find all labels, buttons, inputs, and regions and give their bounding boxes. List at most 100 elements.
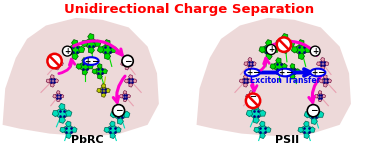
Polygon shape xyxy=(133,79,137,83)
Text: +: + xyxy=(279,68,285,77)
Polygon shape xyxy=(97,64,102,69)
Circle shape xyxy=(307,105,319,117)
Polygon shape xyxy=(318,111,324,117)
Polygon shape xyxy=(117,118,124,125)
Polygon shape xyxy=(76,64,82,69)
Polygon shape xyxy=(56,93,61,100)
Polygon shape xyxy=(102,69,107,73)
Polygon shape xyxy=(254,127,259,133)
Polygon shape xyxy=(304,112,311,118)
Polygon shape xyxy=(302,125,311,135)
Polygon shape xyxy=(110,121,115,127)
Polygon shape xyxy=(317,93,323,100)
Polygon shape xyxy=(275,41,282,47)
Polygon shape xyxy=(53,95,56,98)
Polygon shape xyxy=(59,103,65,110)
Text: +: + xyxy=(312,47,318,56)
Polygon shape xyxy=(318,91,322,94)
Polygon shape xyxy=(325,62,329,65)
Polygon shape xyxy=(272,46,279,52)
Circle shape xyxy=(122,55,133,67)
Polygon shape xyxy=(253,103,259,110)
Text: PbRC: PbRC xyxy=(71,135,104,145)
Polygon shape xyxy=(115,109,125,120)
Polygon shape xyxy=(82,58,87,63)
Polygon shape xyxy=(124,79,129,83)
Polygon shape xyxy=(51,62,55,66)
Polygon shape xyxy=(102,44,112,55)
Polygon shape xyxy=(282,63,287,69)
Ellipse shape xyxy=(310,69,325,76)
Text: +: + xyxy=(311,68,318,77)
Polygon shape xyxy=(121,62,125,66)
Polygon shape xyxy=(298,127,304,133)
Polygon shape xyxy=(323,75,327,79)
Polygon shape xyxy=(102,93,106,97)
Text: +: + xyxy=(268,45,274,54)
Polygon shape xyxy=(52,111,59,117)
Polygon shape xyxy=(101,84,105,88)
Polygon shape xyxy=(280,38,290,49)
Polygon shape xyxy=(321,66,325,70)
Polygon shape xyxy=(116,127,121,132)
Polygon shape xyxy=(289,67,296,76)
Polygon shape xyxy=(311,105,317,111)
Polygon shape xyxy=(56,91,60,94)
Polygon shape xyxy=(253,94,257,98)
Text: −: − xyxy=(115,106,122,115)
Polygon shape xyxy=(98,74,102,79)
Circle shape xyxy=(113,105,125,117)
Polygon shape xyxy=(247,60,253,67)
Polygon shape xyxy=(82,69,88,75)
Polygon shape xyxy=(97,88,101,93)
Polygon shape xyxy=(259,121,265,127)
Polygon shape xyxy=(305,46,311,52)
Text: +: + xyxy=(246,68,252,77)
Text: −: − xyxy=(249,92,257,101)
Polygon shape xyxy=(127,94,130,98)
Polygon shape xyxy=(246,95,249,98)
Polygon shape xyxy=(290,74,295,79)
Polygon shape xyxy=(274,61,283,72)
Polygon shape xyxy=(104,127,110,133)
Text: −: − xyxy=(285,68,292,77)
Polygon shape xyxy=(49,77,56,85)
Polygon shape xyxy=(314,95,318,98)
Circle shape xyxy=(47,54,62,68)
Polygon shape xyxy=(64,125,73,135)
Circle shape xyxy=(62,46,72,56)
Polygon shape xyxy=(88,47,94,53)
Polygon shape xyxy=(252,62,256,65)
Polygon shape xyxy=(57,107,67,119)
Circle shape xyxy=(246,94,260,108)
Polygon shape xyxy=(124,111,130,117)
Polygon shape xyxy=(105,53,111,60)
Polygon shape xyxy=(125,58,129,62)
Polygon shape xyxy=(197,18,351,136)
Polygon shape xyxy=(127,77,134,85)
Polygon shape xyxy=(123,91,127,94)
Polygon shape xyxy=(248,66,252,70)
Polygon shape xyxy=(125,66,129,70)
Polygon shape xyxy=(309,109,319,120)
Text: PSII: PSII xyxy=(275,135,299,145)
Polygon shape xyxy=(88,33,94,40)
Polygon shape xyxy=(244,83,248,87)
Polygon shape xyxy=(51,83,54,87)
Polygon shape xyxy=(65,47,71,53)
Polygon shape xyxy=(124,98,127,102)
Polygon shape xyxy=(124,60,130,67)
Polygon shape xyxy=(295,69,300,73)
Polygon shape xyxy=(296,44,306,55)
Polygon shape xyxy=(54,79,59,83)
Polygon shape xyxy=(249,98,253,102)
Polygon shape xyxy=(88,63,93,69)
Polygon shape xyxy=(246,111,253,117)
Polygon shape xyxy=(319,98,322,102)
Polygon shape xyxy=(324,83,327,87)
Polygon shape xyxy=(110,112,117,118)
Polygon shape xyxy=(54,60,60,67)
Polygon shape xyxy=(285,69,290,74)
Polygon shape xyxy=(96,67,104,76)
Polygon shape xyxy=(117,105,123,111)
